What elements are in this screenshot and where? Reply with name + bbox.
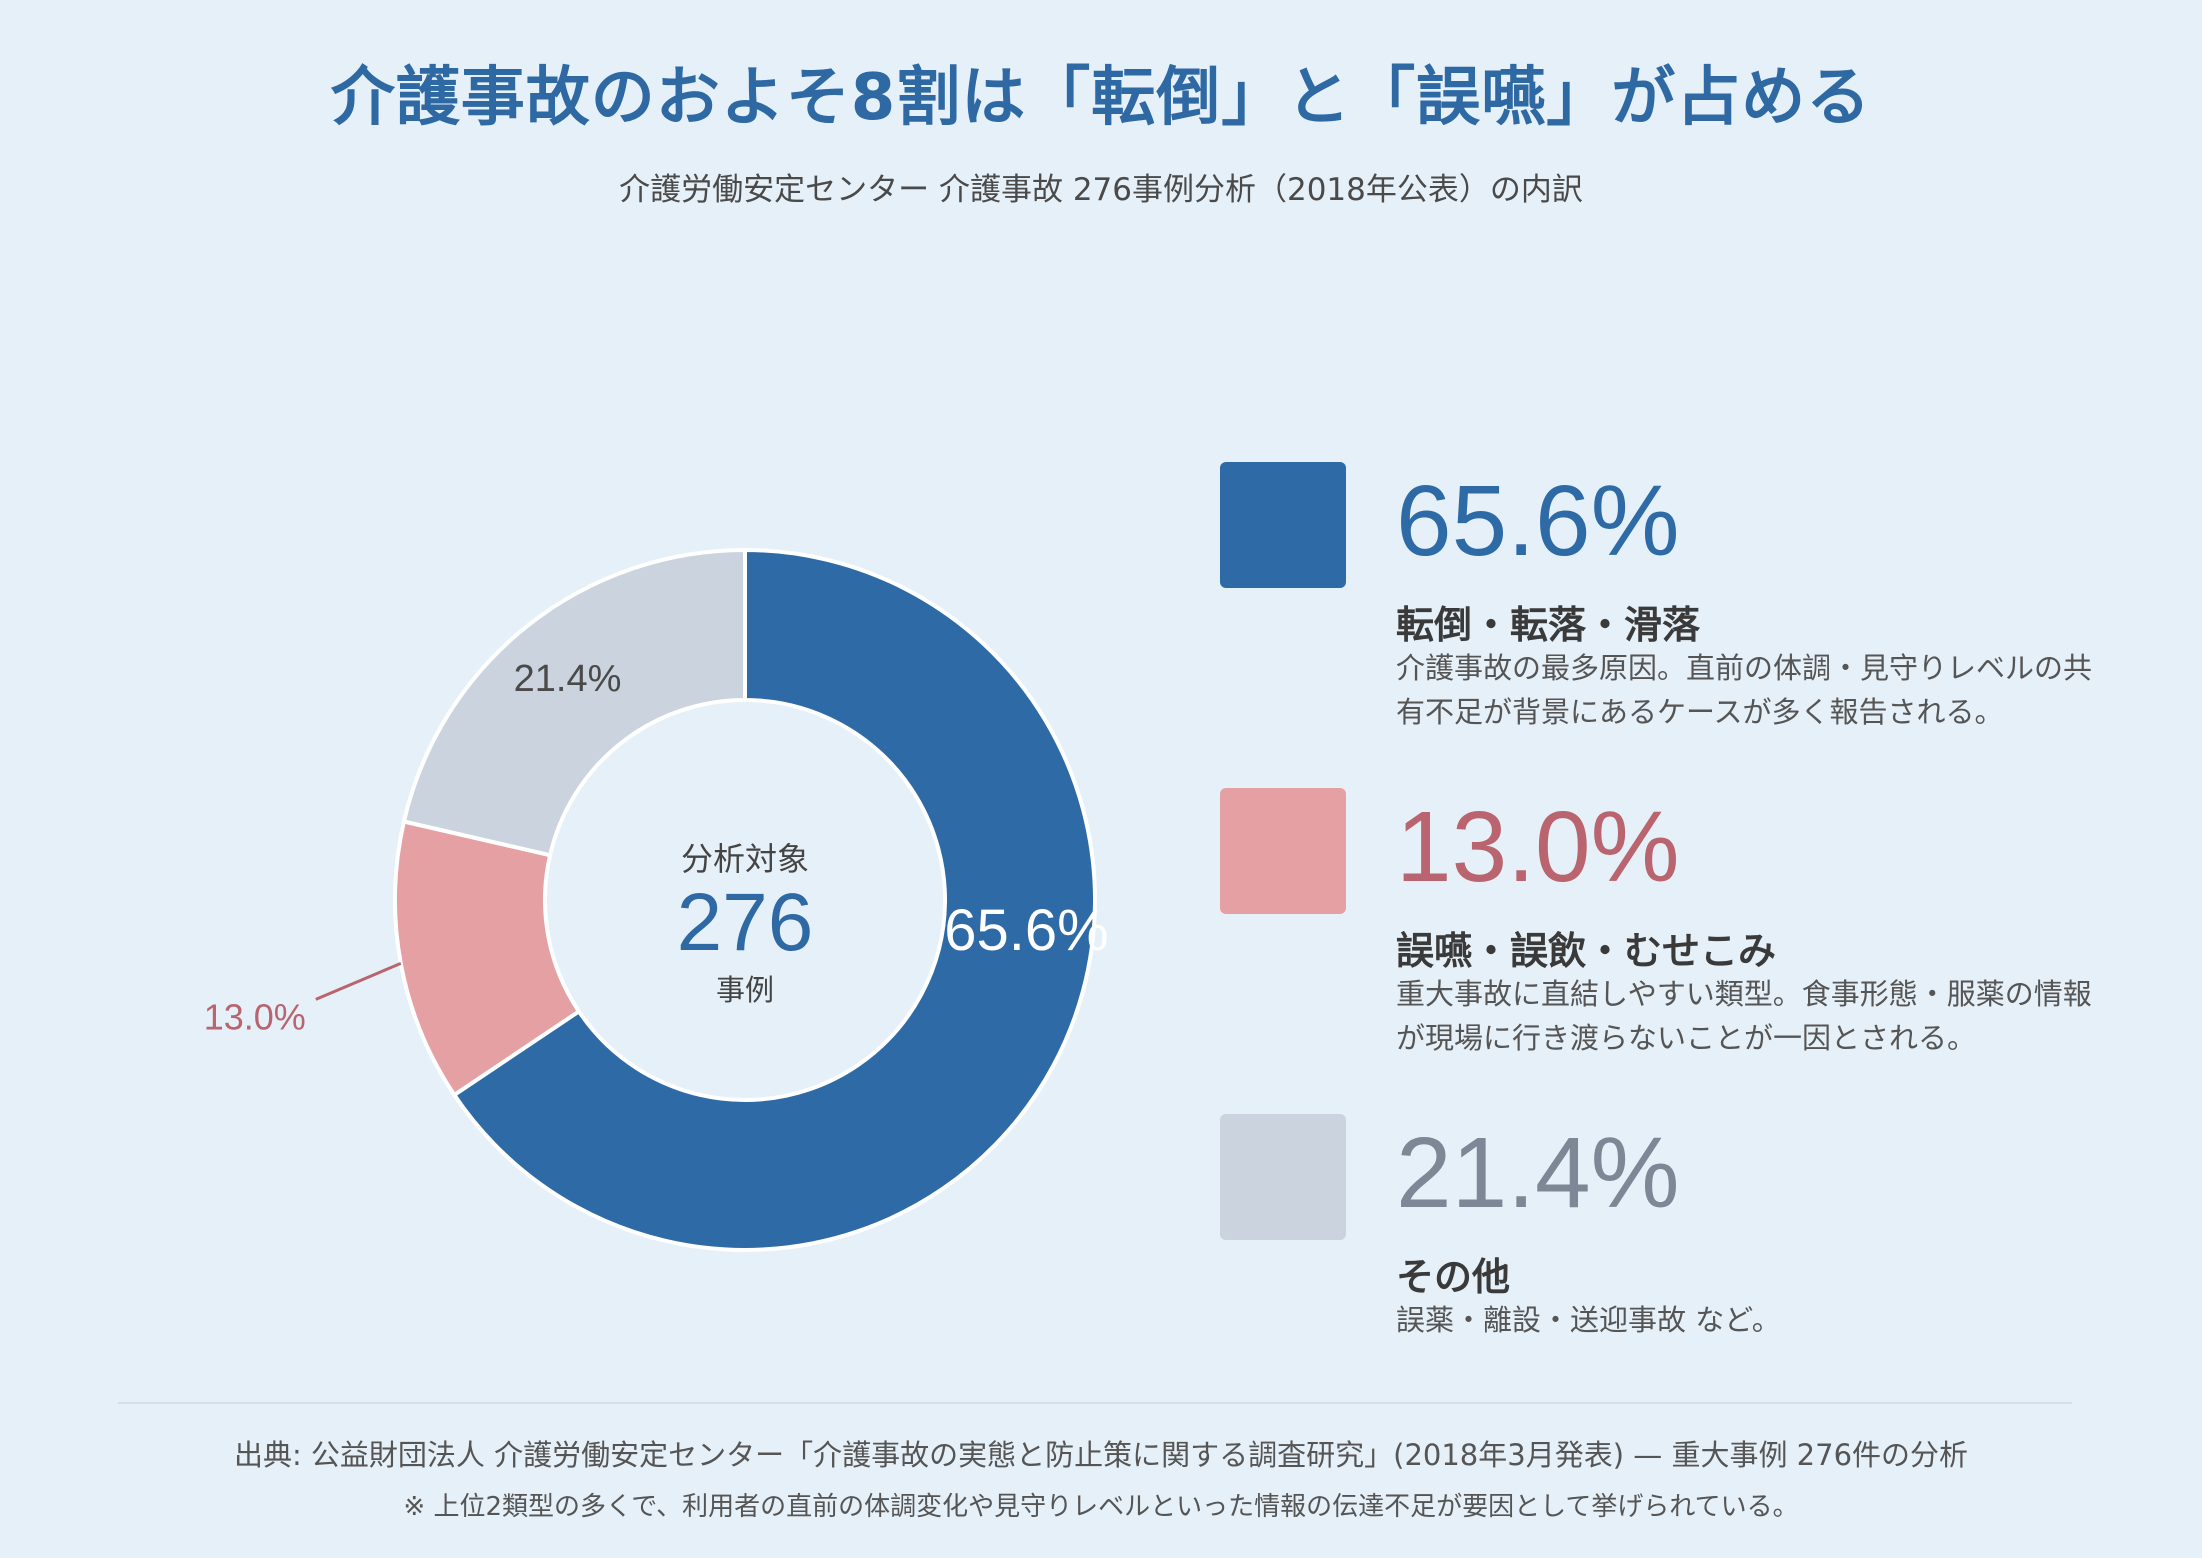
slice-label-aspiration: 13.0%	[204, 996, 306, 1037]
donut-slice-other	[401, 547, 747, 858]
legend-swatch-aspiration	[1220, 788, 1346, 914]
center-label: 分析対象	[681, 840, 809, 878]
legend-description: 誤薬・離設・送迎事故 など。	[1396, 1303, 1781, 1337]
legend-percent: 13.0%	[1396, 791, 1680, 903]
center-value: 276	[677, 877, 814, 968]
legend-swatch-falls	[1220, 462, 1346, 588]
donut-chart: 65.6% 13.0% 21.4% 分析対象 276 事例	[204, 547, 1109, 1252]
legend-category: 転倒・転落・滑落	[1396, 603, 1701, 647]
slice-label-other: 21.4%	[514, 658, 622, 700]
legend-description: 重大事故に直結しやすい類型。食事形態・服薬の情報が現場に行き渡らないことが一因と…	[1396, 977, 2092, 1055]
footnote-text: ※ 上位2類型の多くで、利用者の直前の体調変化や見守りレベルといった情報の伝達不…	[403, 1492, 1799, 1522]
page-title: 介護事故のおよそ8割は「転倒」と「誤嚥」が占める	[330, 61, 1872, 135]
legend-swatch-other	[1220, 1114, 1346, 1240]
legend-percent: 21.4%	[1396, 1117, 1680, 1229]
legend-item-falls: 65.6% 転倒・転落・滑落 介護事故の最多原因。直前の体調・見守りレベルの共有…	[1220, 462, 2120, 762]
legend-percent: 65.6%	[1396, 465, 1680, 577]
legend-item-other: 21.4% その他 誤薬・離設・送迎事故 など。	[1220, 1114, 2120, 1414]
center-unit: 事例	[716, 973, 774, 1007]
source-text: 出典: 公益財団法人 介護労働安定センター「介護事故の実態と防止策に関する調査研…	[233, 1438, 1969, 1472]
footer-divider	[118, 1402, 2072, 1404]
donut-slice-aspiration	[393, 819, 582, 1098]
legend-category: その他	[1396, 1255, 1511, 1299]
page-subtitle: 介護労働安定センター 介護事故 276事例分析（2018年公表）の内訳	[619, 172, 1583, 208]
slice-label-falls: 65.6%	[944, 898, 1108, 963]
leader-line-aspiration	[315, 962, 402, 1001]
legend-item-aspiration: 13.0% 誤嚥・誤飲・むせこみ 重大事故に直結しやすい類型。食事形態・服薬の情…	[1220, 788, 2120, 1088]
legend-category: 誤嚥・誤飲・むせこみ	[1396, 929, 1777, 973]
legend-description: 介護事故の最多原因。直前の体調・見守りレベルの共有不足が背景にあるケースが多く報…	[1396, 651, 2093, 729]
donut-slice-falls	[451, 547, 1097, 1252]
